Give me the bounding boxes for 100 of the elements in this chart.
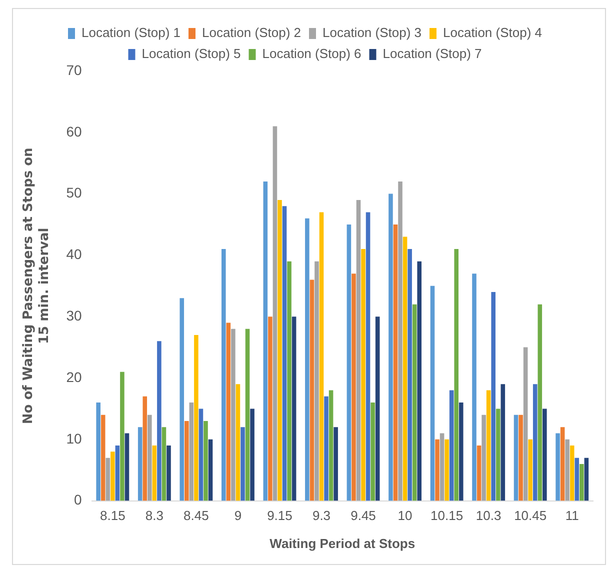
x-tick-label: 9.45 bbox=[350, 508, 376, 524]
bar bbox=[208, 439, 213, 501]
bar bbox=[542, 408, 547, 501]
bar bbox=[319, 212, 324, 501]
bar bbox=[574, 458, 580, 501]
bar bbox=[184, 420, 189, 501]
bar bbox=[115, 446, 120, 501]
bar bbox=[472, 274, 476, 501]
x-tick-label: 10.15 bbox=[430, 508, 464, 524]
bar bbox=[310, 280, 314, 501]
bar bbox=[580, 464, 584, 501]
bar bbox=[96, 402, 100, 501]
bar bbox=[226, 322, 231, 501]
bar bbox=[240, 427, 245, 501]
bar bbox=[287, 261, 292, 501]
bar bbox=[292, 316, 296, 501]
bar bbox=[278, 200, 282, 501]
bar bbox=[194, 335, 198, 501]
bar bbox=[236, 384, 240, 501]
bar bbox=[393, 224, 398, 501]
bar bbox=[204, 420, 208, 501]
bar bbox=[328, 390, 334, 501]
bar bbox=[412, 304, 417, 501]
bar bbox=[282, 206, 287, 501]
bar bbox=[366, 212, 370, 501]
bar bbox=[538, 304, 542, 501]
y-tick-label: 20 bbox=[66, 368, 82, 385]
bar bbox=[180, 298, 184, 501]
bar bbox=[482, 414, 486, 501]
bar bbox=[138, 427, 142, 501]
legend-label: Location (Stop) 7 bbox=[382, 46, 482, 62]
bar bbox=[100, 414, 106, 501]
bar bbox=[584, 458, 589, 501]
y-tick-label: 10 bbox=[66, 430, 82, 446]
bar bbox=[556, 433, 560, 501]
bar bbox=[110, 452, 115, 501]
bar bbox=[324, 396, 328, 501]
y-tick-label: 0 bbox=[74, 492, 82, 508]
bar bbox=[148, 414, 152, 501]
bar bbox=[408, 249, 412, 501]
bar bbox=[120, 372, 124, 501]
bar bbox=[152, 446, 157, 501]
bar bbox=[500, 384, 506, 501]
bar bbox=[430, 286, 435, 501]
bar bbox=[565, 439, 570, 501]
bar bbox=[435, 439, 440, 501]
bar bbox=[361, 249, 366, 501]
bar bbox=[491, 292, 496, 501]
x-tick-label: 9 bbox=[234, 508, 242, 524]
y-tick-label: 60 bbox=[66, 123, 82, 140]
bar bbox=[514, 414, 518, 501]
bar bbox=[221, 249, 226, 501]
bar bbox=[402, 236, 408, 501]
bar bbox=[496, 408, 500, 501]
y-axis-title: No of Waiting Passengers at Stops on 15 min. interval bbox=[21, 148, 52, 424]
bar bbox=[440, 433, 444, 501]
x-axis-title: Waiting Period at Stops bbox=[270, 536, 416, 551]
bar bbox=[106, 458, 110, 501]
bar bbox=[528, 439, 532, 501]
bar bbox=[454, 249, 459, 501]
bar bbox=[352, 274, 356, 501]
legend-label: Location (Stop) 4 bbox=[443, 25, 542, 40]
y-tick-label: 70 bbox=[66, 62, 82, 78]
bar bbox=[444, 439, 449, 501]
bar bbox=[398, 182, 402, 501]
bar bbox=[356, 200, 361, 501]
bar bbox=[245, 328, 250, 501]
bar bbox=[231, 328, 236, 501]
y-tick-label: 40 bbox=[66, 246, 82, 262]
bar bbox=[305, 218, 310, 501]
bar bbox=[142, 396, 148, 501]
bar bbox=[272, 126, 278, 501]
bar bbox=[124, 433, 130, 501]
legend-label: Location (Stop) 6 bbox=[262, 46, 362, 62]
x-tick-label: 8.15 bbox=[100, 508, 126, 524]
y-tick-label: 50 bbox=[66, 184, 82, 201]
bar bbox=[250, 408, 254, 501]
bar bbox=[570, 446, 574, 501]
bar bbox=[346, 224, 352, 501]
x-tick-label: 10 bbox=[398, 508, 412, 524]
x-tick-label: 9.15 bbox=[267, 508, 292, 524]
bar bbox=[518, 414, 523, 501]
x-tick-label: 8.3 bbox=[145, 508, 164, 524]
bar bbox=[334, 427, 338, 501]
bar bbox=[476, 446, 482, 501]
bar bbox=[157, 341, 162, 501]
bar bbox=[263, 182, 268, 501]
bar bbox=[449, 390, 454, 501]
bar bbox=[532, 384, 538, 501]
legend-label: Location (Stop) 1 bbox=[81, 25, 181, 40]
bar bbox=[370, 402, 375, 501]
bar bbox=[166, 446, 171, 501]
bar bbox=[314, 261, 319, 501]
legend-label: Location (Stop) 5 bbox=[142, 46, 241, 62]
bar bbox=[523, 347, 528, 501]
x-tick-label: 10.45 bbox=[514, 508, 547, 524]
bar bbox=[268, 316, 272, 501]
x-tick-label: 10.3 bbox=[476, 508, 502, 524]
legend-label: Location (Stop) 2 bbox=[202, 25, 302, 40]
x-tick-label: 8.45 bbox=[184, 508, 209, 524]
